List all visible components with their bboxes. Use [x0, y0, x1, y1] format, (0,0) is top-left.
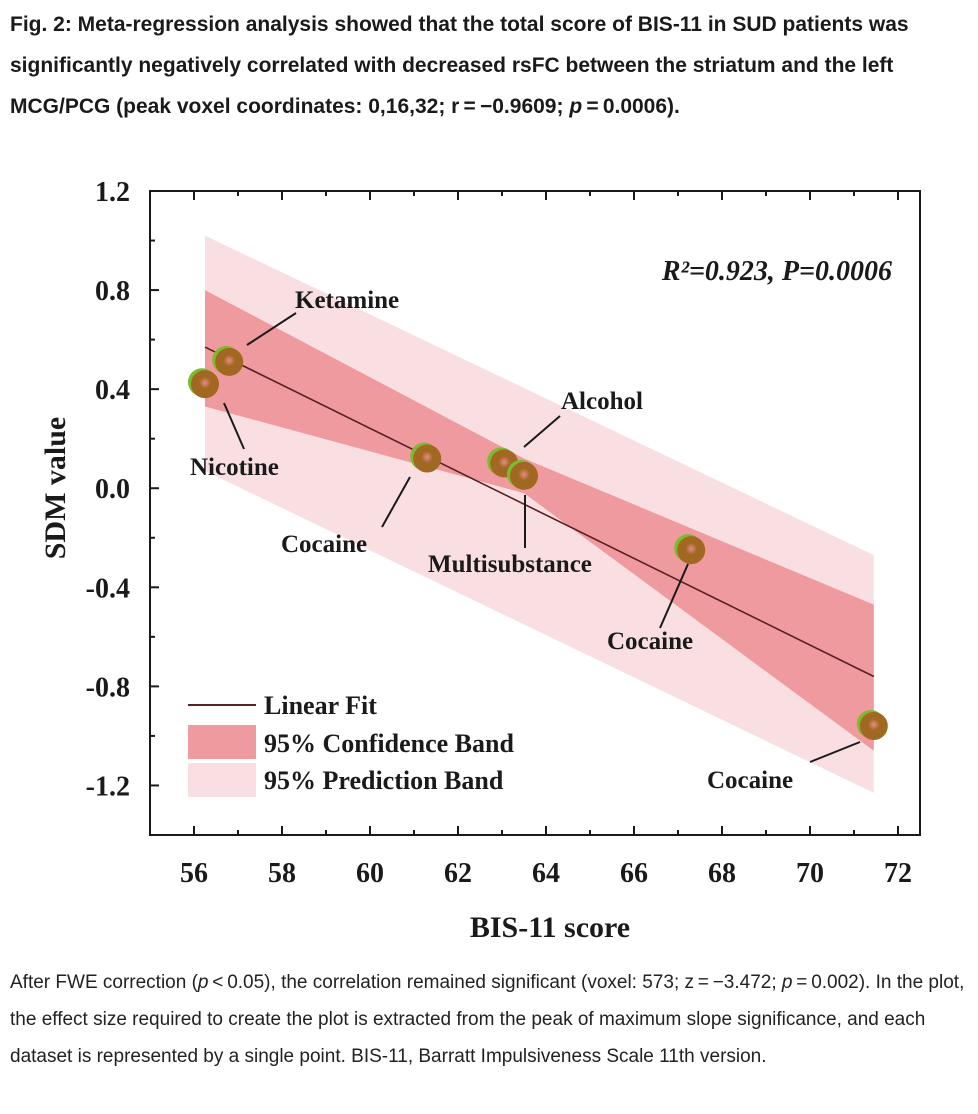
confidence-band: [205, 290, 874, 751]
connector-cocaine-2: [659, 563, 689, 629]
x-tick-label: 68: [708, 858, 736, 889]
data-point-sphere: [677, 536, 706, 565]
figure-title-main: Fig. 2: Meta-regression analysis showed …: [10, 13, 909, 118]
x-tick-label: 62: [444, 858, 472, 889]
point-label-ketamine: Ketamine: [295, 287, 399, 314]
chart-svg: Ketamine Nicotine Cocaine Alcohol Multis…: [39, 177, 921, 944]
point-label-nicotine: Nicotine: [190, 454, 279, 481]
point-label-cocaine-2: Cocaine: [607, 628, 693, 655]
x-tick-label: 64: [532, 858, 560, 889]
legend: Linear Fit 95% Confidence Band 95% Predi…: [188, 691, 514, 797]
x-tick-label: 66: [620, 858, 648, 889]
legend-label-linear-fit: Linear Fit: [264, 691, 377, 720]
point-labels: Ketamine Nicotine Cocaine Alcohol Multis…: [190, 287, 793, 794]
x-tick-label: 58: [268, 858, 296, 889]
y-tick-label: 0.0: [95, 474, 130, 505]
y-tick-label: 0.4: [95, 375, 130, 406]
figure-caption: After FWE correction (p < 0.05), the cor…: [10, 964, 972, 1075]
data-point-sphere: [859, 712, 888, 741]
data-point: [410, 442, 442, 473]
connector-ketamine: [246, 312, 297, 346]
data-point: [674, 534, 706, 565]
figure-caption-end: = 0.002). In the plot, the effect size r…: [10, 972, 965, 1067]
x-axis-label: BIS-11 score: [470, 911, 630, 944]
data-point: [507, 459, 538, 490]
legend-swatch-prediction-band: [188, 763, 256, 797]
r2-annotation: R²=0.923, P=0.0006: [661, 256, 892, 287]
label-connectors: [223, 312, 861, 763]
x-tick-label: 56: [180, 858, 208, 889]
point-label-cocaine-3: Cocaine: [707, 767, 793, 794]
data-point: [856, 710, 888, 741]
legend-swatch-confidence-band: [188, 725, 256, 759]
point-label-multisubstance: Multisubstance: [428, 551, 592, 578]
figure-title-end: = 0.0006).: [582, 95, 680, 118]
bands-layer: [205, 235, 874, 793]
plot-frame: [149, 190, 921, 836]
point-label-cocaine-1: Cocaine: [281, 531, 367, 558]
figure-title: Fig. 2: Meta-regression analysis showed …: [10, 4, 965, 127]
y-tick-label: -1.2: [86, 771, 130, 802]
y-tick-label: 0.8: [95, 276, 130, 307]
figure-title-p: p: [569, 95, 583, 118]
figure-caption-p1: p: [197, 972, 209, 993]
data-point: [188, 368, 219, 399]
data-point: [212, 345, 244, 376]
data-point-sphere: [510, 461, 538, 490]
legend-label-confidence-band: 95% Confidence Band: [264, 729, 514, 758]
linear-fit-line: [204, 346, 875, 678]
figure-caption-start: After FWE correction (: [10, 972, 198, 993]
x-tick-label: 70: [796, 858, 824, 889]
data-point-sphere: [413, 444, 442, 473]
legend-label-prediction-band: 95% Prediction Band: [264, 766, 504, 795]
figure-caption-mid: < 0.05), the correlation remained signif…: [208, 972, 782, 993]
data-point-sphere: [215, 347, 244, 376]
connector-cocaine-1: [381, 476, 411, 528]
prediction-band: [205, 235, 874, 793]
axes-layer: 56 58 60 62 64 66 68 70 72 1.2 0.8 0.4 0.0 -0.4 -0.8 -1…: [86, 177, 921, 889]
x-tick-label: 60: [356, 858, 384, 889]
connector-cocaine-3: [809, 741, 861, 763]
connector-nicotine: [223, 402, 245, 450]
data-points: [188, 345, 888, 741]
figure-caption-p2: p: [781, 972, 793, 993]
y-axis-label: SDM value: [39, 417, 72, 560]
data-point-sphere: [191, 370, 219, 399]
point-label-alcohol: Alcohol: [561, 388, 643, 415]
y-tick-label: 1.2: [95, 177, 130, 208]
connector-alcohol: [523, 415, 561, 448]
y-tick-label: -0.4: [86, 573, 130, 604]
y-tick-label: -0.8: [86, 672, 130, 703]
x-tick-label: 72: [884, 858, 912, 889]
scatter-chart: Ketamine Nicotine Cocaine Alcohol Multis…: [0, 170, 978, 960]
